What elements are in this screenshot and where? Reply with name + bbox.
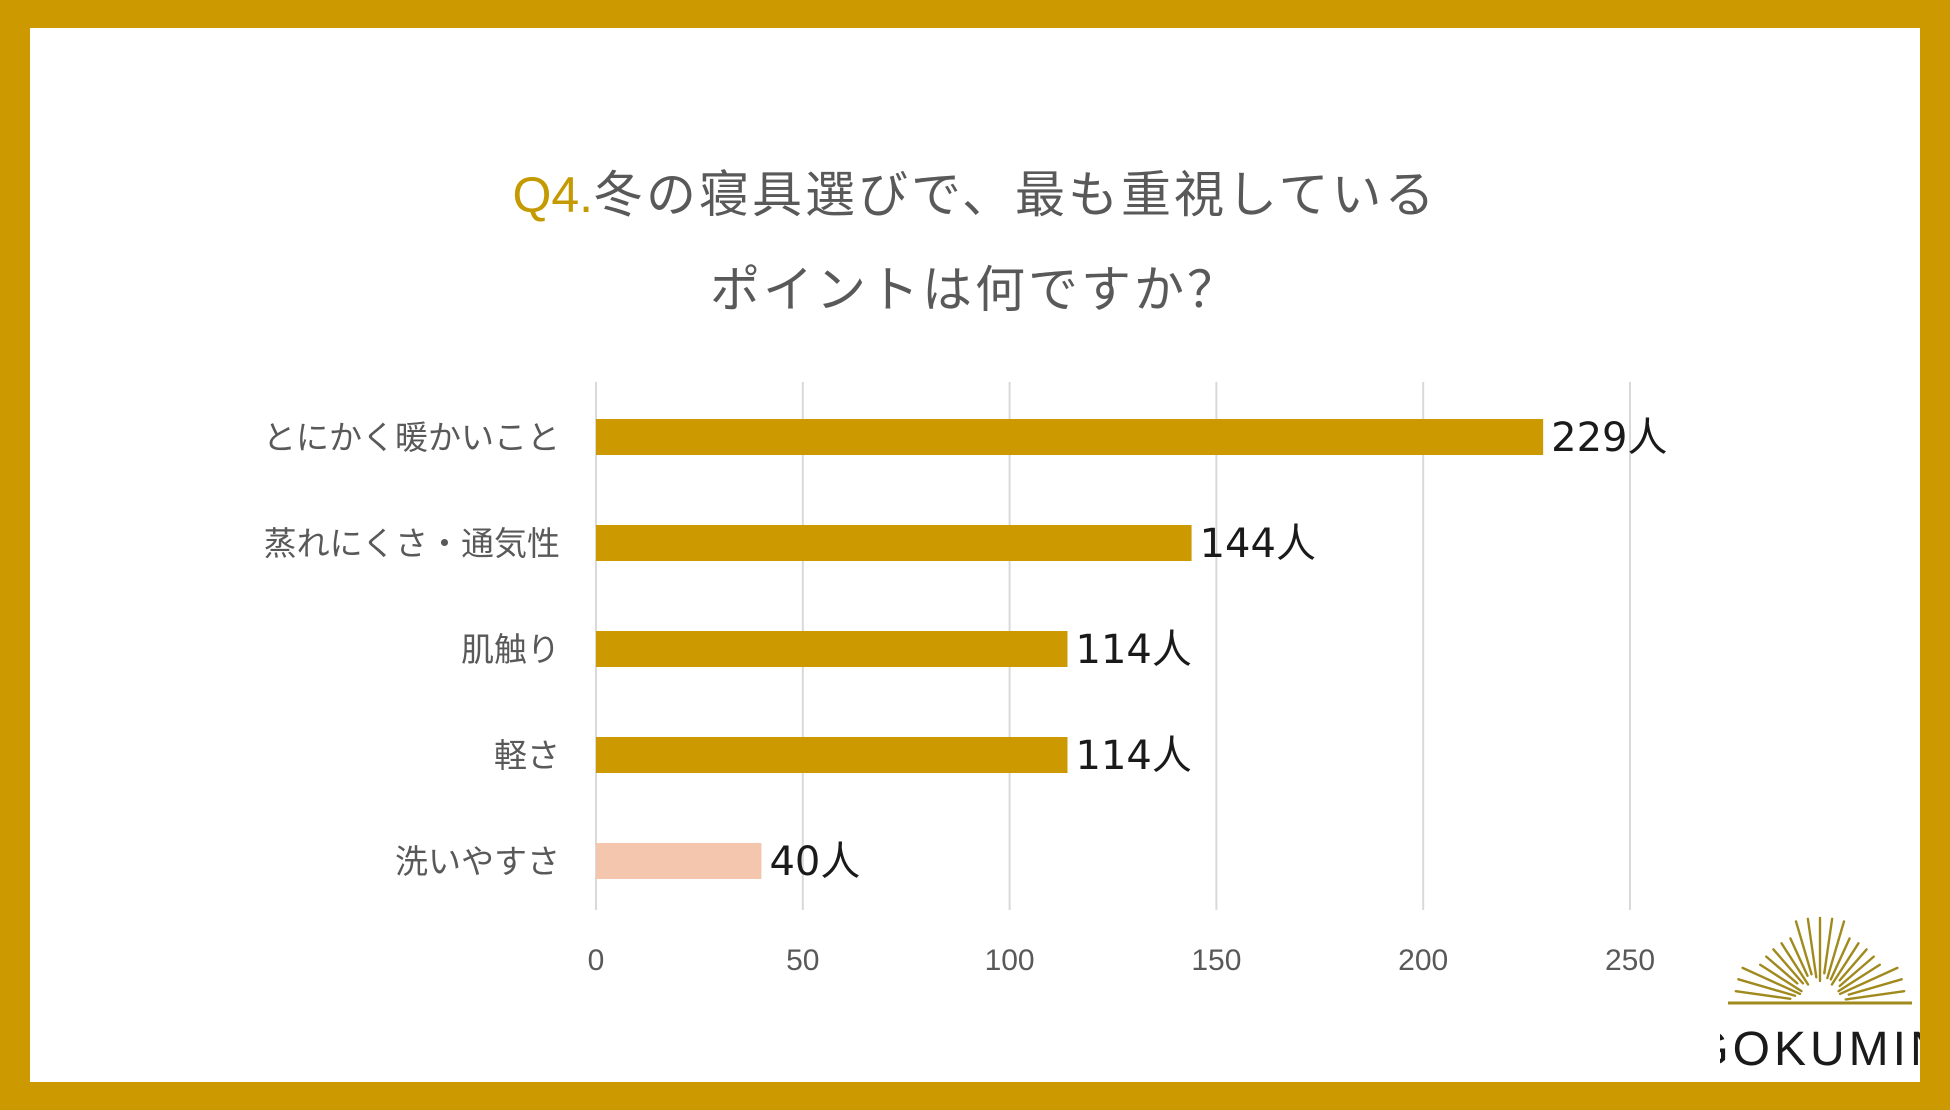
bar (596, 631, 1068, 667)
data-unit: 人 (1152, 733, 1192, 779)
x-tick-label: 250 (1605, 944, 1655, 977)
chart-title-line2: ポイントは何ですか？ (710, 261, 1240, 319)
category-label: とにかく暖かいこと (263, 418, 560, 457)
data-unit: 人 (1628, 415, 1668, 461)
sun-ray (1772, 948, 1805, 985)
category-label: 軽さ (494, 736, 560, 775)
x-tick-label: 50 (786, 944, 819, 977)
data-unit: 人 (1152, 627, 1192, 673)
data-value: 144 (1200, 521, 1276, 567)
sun-ray (1737, 978, 1797, 997)
sun-ray (1847, 978, 1903, 996)
sun-ray (1838, 966, 1899, 996)
sun-ray (1794, 920, 1813, 976)
sun-ray (1734, 989, 1792, 1001)
sun-ray (1789, 937, 1809, 977)
data-label: 144人 (1200, 521, 1316, 567)
bar (596, 525, 1192, 561)
question-number: Q4. (512, 167, 594, 223)
chart-title-line1: Q4.冬の寝具選びで、最も重視している (0, 155, 1950, 227)
data-value: 40 (769, 839, 820, 885)
data-unit: 人 (820, 839, 860, 885)
sun-ray (1826, 920, 1846, 980)
data-value: 114 (1076, 627, 1152, 673)
sun-ray (1838, 948, 1868, 982)
bar (596, 419, 1544, 455)
data-value: 229 (1551, 415, 1627, 461)
sun-ray (1823, 917, 1834, 975)
sun-ray (1830, 942, 1860, 986)
category-label: 蒸れにくさ・通気性 (264, 524, 560, 563)
sun-ray (1838, 955, 1875, 988)
title-text-line1: 冬の寝具選びで、最も重視している (593, 166, 1438, 224)
sun-ray (1806, 917, 1818, 979)
sun-ray (1837, 963, 1882, 993)
sun-ray (1780, 942, 1810, 986)
data-value: 114 (1076, 733, 1152, 779)
data-label: 114人 (1076, 627, 1192, 673)
bars (596, 419, 1544, 879)
data-label: 40人 (769, 839, 860, 885)
data-label: 229人 (1551, 415, 1667, 461)
x-tick-label: 0 (588, 944, 605, 977)
category-label: 洗いやすさ (395, 842, 560, 881)
bar (596, 737, 1068, 773)
data-unit: 人 (1276, 521, 1316, 567)
logo-text: GOKUMIN (1720, 1023, 1920, 1075)
data-label: 114人 (1076, 733, 1192, 779)
sun-ray (1758, 963, 1803, 993)
category-label: 肌触り (461, 630, 560, 669)
bar (596, 843, 762, 879)
x-tick-label: 200 (1398, 944, 1448, 977)
sun-ray (1844, 989, 1906, 1001)
gokumin-logo: GOKUMIN (1720, 916, 1920, 1075)
sun-ray (1741, 966, 1802, 996)
sun-ray (1765, 955, 1799, 985)
x-tick-label: 100 (985, 944, 1035, 977)
x-tick-label: 150 (1191, 944, 1241, 977)
x-axis-ticks: 0 50 100 150 200 250 (588, 944, 1655, 977)
sun-ray (1829, 937, 1851, 981)
sun-rays-icon (1728, 916, 1912, 1005)
